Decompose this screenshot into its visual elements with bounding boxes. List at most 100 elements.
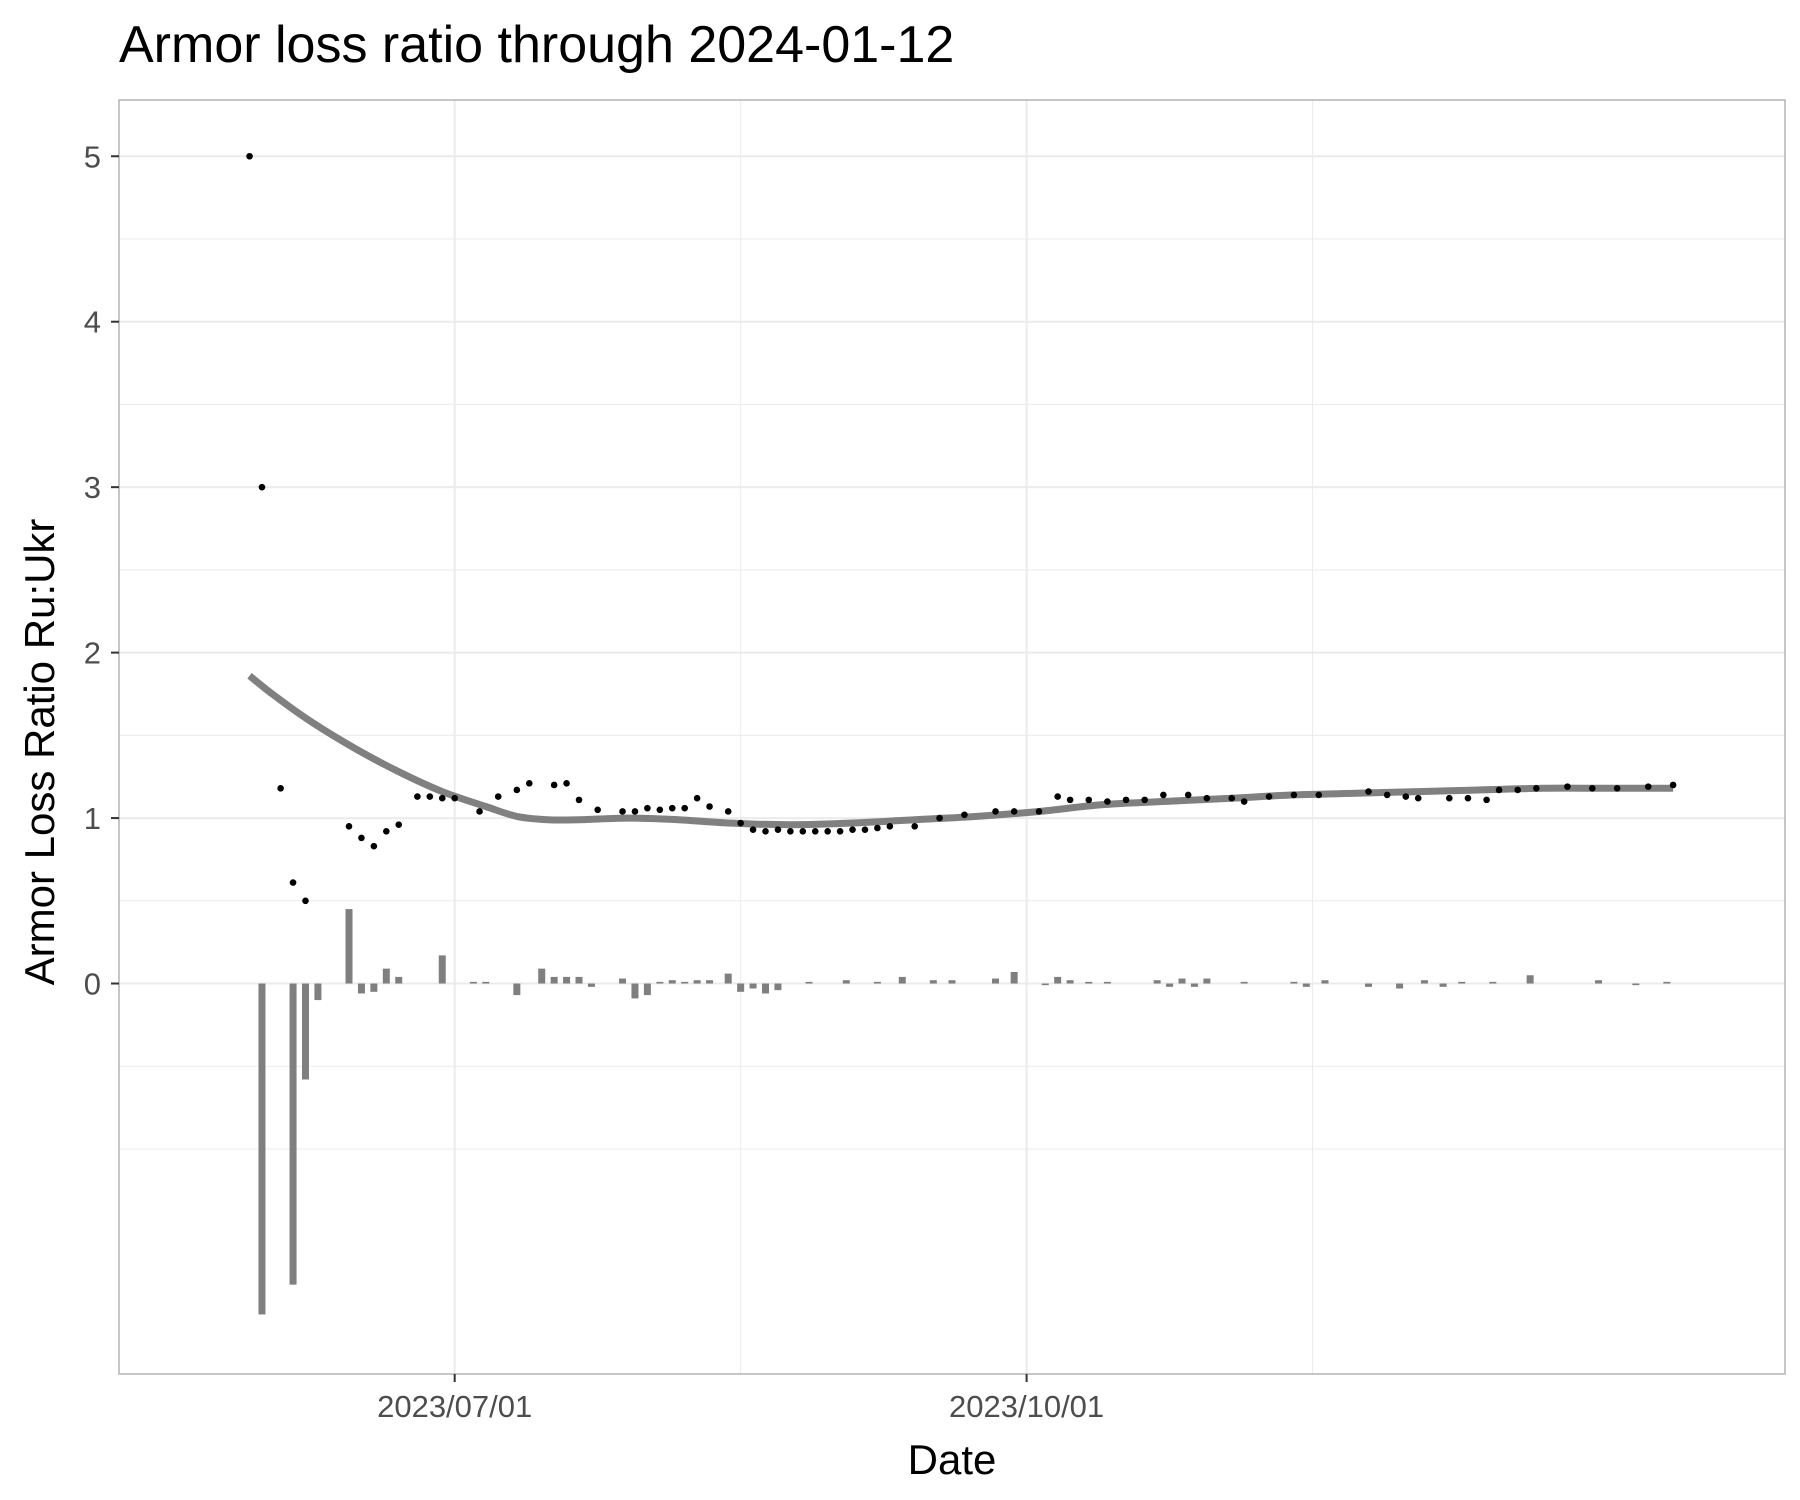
data-point xyxy=(594,806,601,814)
data-point xyxy=(1564,783,1571,790)
bar xyxy=(749,983,757,989)
data-point xyxy=(668,804,676,812)
data-point xyxy=(1035,808,1043,815)
data-point xyxy=(1514,786,1521,794)
y-axis: 0 1 2 3 4 5 xyxy=(84,139,119,1002)
bar xyxy=(382,968,390,984)
data-point xyxy=(1588,784,1596,792)
data-point xyxy=(1365,788,1372,795)
bar xyxy=(1595,980,1603,984)
data-point xyxy=(1104,798,1111,805)
bar xyxy=(1663,981,1671,984)
bar xyxy=(774,983,782,991)
data-point xyxy=(681,804,688,812)
bar xyxy=(1489,981,1497,984)
data-point xyxy=(277,784,284,792)
data-point xyxy=(302,897,309,905)
bar xyxy=(1041,983,1049,986)
data-point xyxy=(693,794,701,802)
bar xyxy=(370,983,378,992)
bar xyxy=(693,980,701,984)
data-point xyxy=(1414,794,1422,802)
bar xyxy=(1365,983,1372,987)
data-point xyxy=(246,152,253,160)
bar xyxy=(1240,981,1248,984)
data-point xyxy=(550,781,558,789)
data-point xyxy=(370,842,378,850)
bar xyxy=(656,981,664,984)
data-point xyxy=(1203,794,1211,802)
data-point xyxy=(563,780,570,787)
data-point xyxy=(451,794,458,802)
bar xyxy=(1066,980,1074,984)
smooth-trend-line xyxy=(247,673,1674,829)
data-point xyxy=(1122,796,1130,804)
data-point xyxy=(631,808,639,815)
bar xyxy=(1302,983,1310,987)
data-point xyxy=(861,826,869,833)
bar xyxy=(482,981,490,984)
x-axis: 2023/07/01 2023/10/01 xyxy=(377,1374,1104,1424)
data-point xyxy=(1644,783,1652,790)
y-tick-label: 5 xyxy=(84,139,101,174)
bar xyxy=(563,976,571,984)
data-point xyxy=(936,814,943,822)
data-point xyxy=(886,823,894,830)
smooth-series xyxy=(247,673,1674,829)
bar xyxy=(1166,983,1174,987)
data-point xyxy=(438,794,446,802)
bar xyxy=(1632,983,1640,986)
minor-gridlines xyxy=(119,100,1785,1374)
bar xyxy=(345,909,353,984)
bar xyxy=(706,980,714,984)
data-point xyxy=(911,823,919,830)
bar xyxy=(929,980,937,984)
y-axis-title: Armor Loss Ratio Ru:Ukr xyxy=(16,519,63,986)
bar xyxy=(357,983,365,994)
bar xyxy=(395,976,403,984)
data-point xyxy=(345,823,353,830)
data-point xyxy=(1141,796,1149,804)
bar xyxy=(550,976,558,984)
bar xyxy=(1054,976,1062,984)
x-axis-title: Date xyxy=(908,1436,997,1483)
bar xyxy=(1190,983,1198,987)
chart-title: Armor loss ratio through 2024-01-12 xyxy=(119,16,954,74)
data-point xyxy=(1240,798,1248,805)
data-point xyxy=(1054,793,1061,800)
data-point xyxy=(1085,796,1093,804)
bar xyxy=(992,978,1000,984)
bar xyxy=(842,980,850,984)
bar xyxy=(1458,981,1466,984)
bar xyxy=(587,983,595,987)
data-point xyxy=(724,808,732,815)
bar xyxy=(1526,975,1534,984)
data-point xyxy=(1265,793,1273,800)
data-point xyxy=(836,828,844,835)
data-point xyxy=(494,793,502,800)
data-point xyxy=(762,828,769,835)
data-point xyxy=(961,811,968,819)
data-point xyxy=(358,834,365,842)
bar xyxy=(762,983,770,994)
data-point xyxy=(1066,796,1074,804)
data-point xyxy=(1483,796,1490,804)
data-point xyxy=(426,793,434,800)
data-point xyxy=(787,828,794,835)
data-point xyxy=(476,808,483,815)
bar xyxy=(1103,981,1111,984)
bar xyxy=(805,981,813,984)
bar xyxy=(469,981,477,984)
data-point xyxy=(1533,784,1540,792)
bar xyxy=(631,983,639,999)
data-point xyxy=(874,824,881,832)
bar xyxy=(724,973,732,984)
point-series xyxy=(246,152,1677,905)
data-point xyxy=(383,828,390,835)
data-point xyxy=(395,821,403,828)
bar xyxy=(1178,978,1186,984)
x-tick-label: 2023/07/01 xyxy=(377,1389,532,1424)
data-point xyxy=(1669,781,1677,789)
data-point xyxy=(619,808,626,815)
